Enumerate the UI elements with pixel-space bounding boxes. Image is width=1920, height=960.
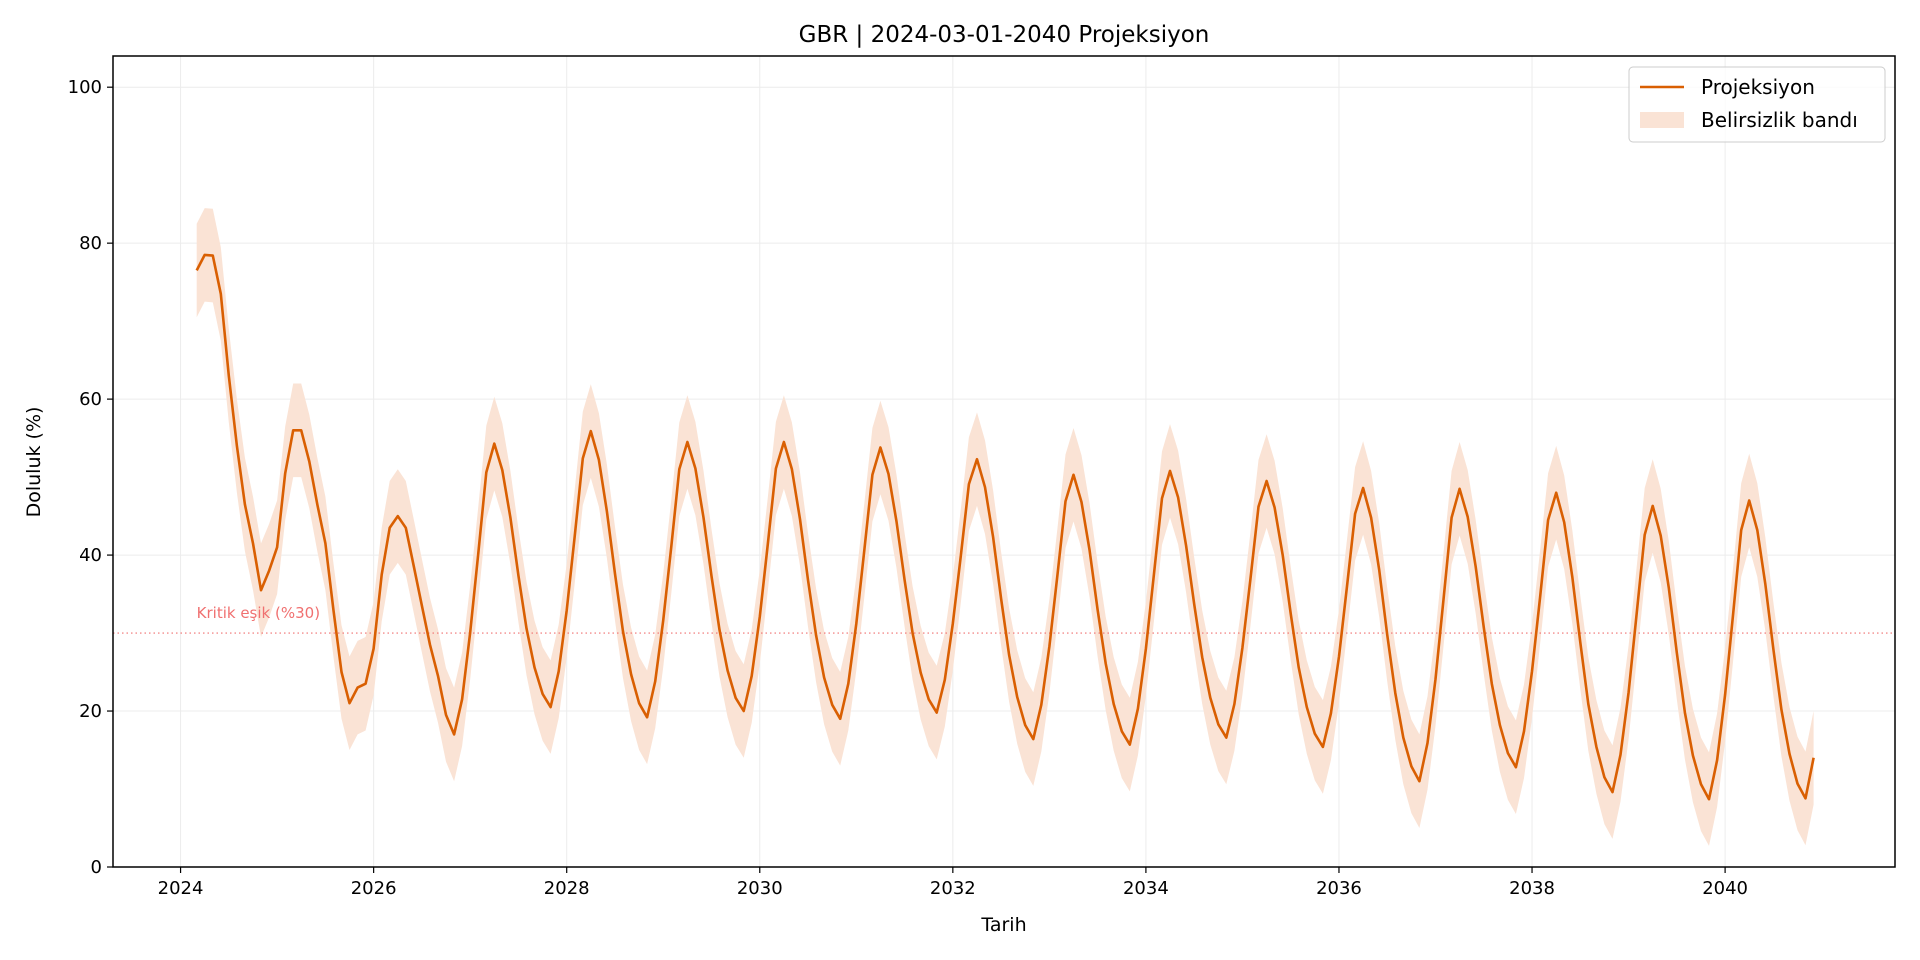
x-tick-label: 2038 — [1509, 878, 1555, 899]
x-tick-label: 2026 — [351, 878, 397, 899]
legend-band-swatch — [1640, 112, 1684, 128]
y-axis-label: Doluluk (%) — [23, 407, 45, 518]
x-tick-label: 2040 — [1702, 878, 1748, 899]
x-axis-label: Tarih — [980, 914, 1026, 936]
y-tick-label: 20 — [79, 701, 102, 722]
chart-title: GBR | 2024-03-01-2040 Projeksiyon — [799, 22, 1210, 48]
legend-entry-projection: Projeksiyon — [1701, 75, 1815, 99]
y-tick-label: 40 — [79, 545, 102, 566]
legend-box — [1628, 66, 1886, 143]
y-tick-label: 0 — [91, 857, 102, 878]
x-tick-label: 2036 — [1316, 878, 1362, 899]
y-tick-label: 100 — [68, 77, 102, 98]
plot-frame — [112, 55, 1896, 868]
x-tick-label: 2028 — [544, 878, 590, 899]
x-tick-label: 2030 — [737, 878, 783, 899]
threshold-label: Kritik eşik (%30) — [197, 604, 320, 622]
legend: Projeksiyon Belirsizlik bandı — [1628, 66, 1886, 143]
projection-line — [195, 253, 1815, 801]
y-tick-label: 80 — [79, 233, 102, 254]
legend-entry-band: Belirsizlik bandı — [1701, 108, 1858, 132]
uncertainty-band — [196, 208, 1814, 846]
y-tick-label: 60 — [79, 389, 102, 410]
axis-ticks: 2024 2026 2028 2030 2032 2034 2036 2038 20400204… — [68, 77, 1748, 899]
x-tick-label: 2024 — [158, 878, 204, 899]
x-tick-label: 2032 — [930, 878, 976, 899]
x-tick-label: 2034 — [1123, 878, 1169, 899]
